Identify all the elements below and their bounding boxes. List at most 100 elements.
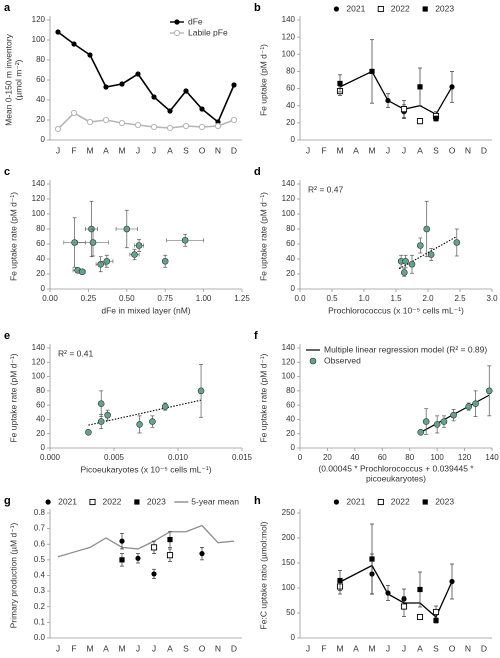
x-tick-label: 0.25	[81, 294, 97, 303]
x-tick-label: M	[368, 145, 375, 155]
panel-label: h	[254, 495, 261, 507]
point	[54, 125, 62, 133]
y-tick-label: 60	[36, 239, 45, 248]
point	[432, 608, 440, 616]
point	[433, 617, 439, 624]
x-tick-label: 2.5	[454, 294, 466, 303]
legend-label: 2022	[103, 496, 122, 506]
point	[400, 106, 408, 113]
x-tick-label: N	[465, 643, 471, 653]
x-tick-label: M	[336, 643, 343, 653]
legend-marker	[134, 499, 140, 505]
y-tick-label: 100	[282, 583, 296, 592]
point	[433, 421, 441, 428]
point	[337, 577, 343, 584]
y-axis-label: (µmol m⁻²)	[13, 59, 23, 100]
panel-label: g	[4, 495, 11, 507]
x-axis-label: dFe in mixed layer (nM)	[101, 305, 190, 315]
legend-marker	[422, 499, 428, 505]
x-tick-label: J	[386, 145, 390, 155]
y-tick-label: 120	[32, 15, 46, 24]
x-tick-label: F	[321, 145, 326, 155]
legend-label: 2023	[435, 3, 454, 13]
x-tick-label: 100	[430, 453, 444, 462]
point	[182, 122, 190, 130]
y-tick-label: 20	[286, 118, 295, 127]
x-tick-label: O	[199, 643, 206, 653]
x-tick-label: 40	[350, 453, 359, 462]
point	[104, 411, 111, 419]
y-tick-label: 60	[286, 400, 295, 409]
point	[385, 590, 391, 596]
point	[485, 387, 493, 395]
x-axis-label: Prochlorococcus (x 10⁻⁵ cells mL⁻¹)	[328, 305, 464, 315]
legend-label: 2023	[435, 496, 454, 506]
point	[55, 29, 61, 35]
point	[417, 84, 423, 90]
y-tick-label: 80	[286, 386, 295, 395]
point	[427, 251, 435, 258]
x-tick-label: 140	[485, 453, 499, 462]
x-tick-label: A	[167, 145, 173, 155]
panel-label: c	[4, 166, 10, 178]
point	[450, 411, 457, 419]
legend-label: 2022	[391, 3, 410, 13]
x-tick-label: J	[402, 145, 406, 155]
y-tick-label: 0	[291, 135, 296, 144]
y-tick-label: 140	[32, 179, 46, 188]
series-line	[57, 524, 235, 558]
point	[97, 418, 105, 425]
x-tick-label: J	[152, 145, 156, 155]
y-tick-label: 40	[36, 254, 45, 263]
y-tick-label: 60	[286, 239, 295, 248]
x-tick-label: 3.0	[486, 294, 498, 303]
y-tick-label: 40	[286, 254, 295, 263]
x-tick-label: 1.0	[358, 294, 370, 303]
x-tick-label: O	[449, 643, 456, 653]
point	[102, 116, 110, 124]
x-tick-label: 0.010	[168, 453, 189, 462]
y-tick-label: 100	[282, 209, 296, 218]
y-tick-label: 80	[36, 224, 45, 233]
y-tick-label: 80	[36, 386, 45, 395]
y-tick-label: 80	[36, 55, 45, 64]
x-tick-label: 0.0	[294, 294, 306, 303]
y-axis-label: Mean 0-150 m inventory	[3, 33, 13, 125]
y-tick-label: 40	[36, 415, 45, 424]
point	[118, 119, 126, 127]
x-axis-label: (0.00045 * Prochlorococcus + 0.039445 *	[318, 463, 474, 473]
y-tick-label: 250	[282, 508, 296, 517]
x-tick-label: M	[118, 145, 125, 155]
y-axis-label: Fe:C uptake ratio (µmol:mol)	[258, 521, 268, 629]
point	[369, 556, 375, 562]
y-tick-label: 0.6	[34, 539, 46, 548]
y-tick-label: 120	[32, 194, 46, 203]
x-tick-label: O	[449, 145, 456, 155]
x-tick-label: M	[368, 643, 375, 653]
x-tick-label: A	[417, 643, 423, 653]
y-tick-label: 100	[32, 209, 46, 218]
point	[183, 88, 189, 94]
y-tick-label: 0.0	[34, 633, 46, 642]
annotation: R² = 0.41	[58, 348, 93, 358]
y-tick-label: 0.3	[34, 586, 46, 595]
y-tick-label: 80	[286, 67, 295, 76]
x-tick-label: A	[103, 643, 109, 653]
x-tick-label: S	[433, 145, 439, 155]
trend-line	[88, 399, 202, 426]
x-tick-label: D	[481, 145, 487, 155]
x-tick-label: 0.00	[42, 294, 58, 303]
x-tick-label: M	[86, 643, 93, 653]
point	[433, 115, 439, 122]
point	[214, 122, 222, 130]
legend-label: Multiple linear regression model (R² = 0…	[324, 344, 487, 354]
point	[135, 242, 143, 249]
y-tick-label: 200	[282, 533, 296, 542]
y-tick-label: 0	[291, 284, 296, 293]
point	[150, 123, 158, 131]
y-tick-label: 140	[32, 343, 46, 352]
point	[70, 109, 78, 117]
x-tick-label: J	[386, 643, 390, 653]
y-axis-label: Primary production (µM d⁻¹)	[8, 522, 18, 628]
x-tick-label: F	[71, 145, 76, 155]
